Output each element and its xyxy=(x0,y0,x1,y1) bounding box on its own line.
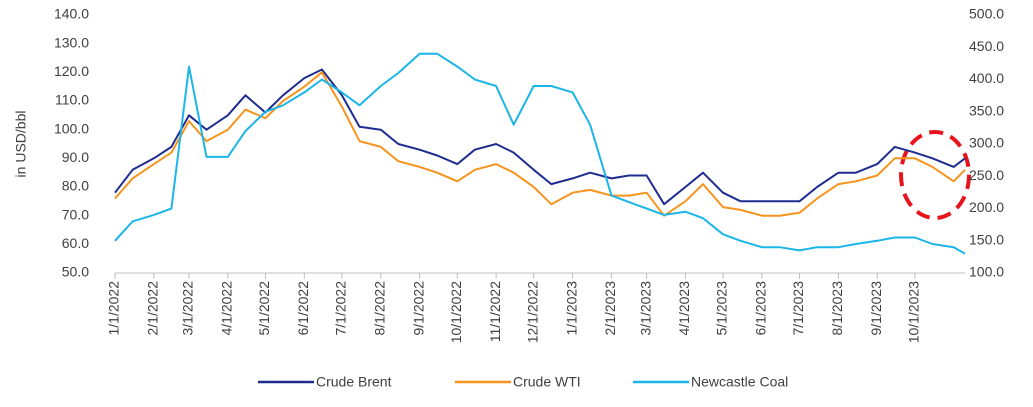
x-tick-label: 12/1/2022 xyxy=(524,281,540,343)
y-tick-label: 80.0 xyxy=(62,178,89,194)
y-tick-label: 100.0 xyxy=(54,120,89,136)
x-tick-label: 10/1/2023 xyxy=(906,281,922,343)
series-line xyxy=(114,68,966,206)
x-tick-label: 2/1/2022 xyxy=(145,281,161,336)
x-tick-label: 3/1/2022 xyxy=(180,281,196,336)
y2-tick-label: 250.0 xyxy=(969,167,1004,183)
x-tick-label: 5/1/2022 xyxy=(256,281,272,336)
y2-tick-label: 450.0 xyxy=(969,38,1004,54)
legend-label: Newcastle Coal xyxy=(691,374,788,390)
x-tick-label: 7/1/2022 xyxy=(333,281,349,336)
y2-tick-label: 100.0 xyxy=(969,264,1004,280)
y-tick-label: 140.0 xyxy=(54,6,89,22)
y-tick-label: 50.0 xyxy=(62,264,89,280)
x-tick-label: 3/1/2023 xyxy=(637,281,653,336)
y-axis-label: in USD/bbl xyxy=(13,111,29,178)
y2-tick-label: 500.0 xyxy=(969,6,1004,22)
x-tick-label: 8/1/2022 xyxy=(371,281,387,336)
y2-tick-label: 200.0 xyxy=(969,199,1004,215)
x-tick-label: 4/1/2022 xyxy=(219,281,235,336)
y-tick-label: 110.0 xyxy=(55,92,89,108)
y2-tick-label: 300.0 xyxy=(969,135,1004,151)
highlight-circle xyxy=(899,130,971,220)
x-tick-label: 2/1/2023 xyxy=(602,281,618,336)
y-tick-label: 120.0 xyxy=(54,63,89,79)
y-tick-label: 90.0 xyxy=(62,149,89,165)
x-tick-label: 6/1/2023 xyxy=(753,281,769,336)
x-tick-label: 9/1/2023 xyxy=(868,281,884,336)
x-tick-label: 7/1/2023 xyxy=(790,281,806,336)
x-tick-label: 6/1/2022 xyxy=(295,281,311,336)
x-tick-label: 9/1/2022 xyxy=(410,281,426,336)
y-tick-label: 130.0 xyxy=(54,34,89,50)
x-tick-label: 5/1/2023 xyxy=(714,281,730,336)
x-tick-label: 10/1/2022 xyxy=(448,281,464,343)
y2-tick-label: 400.0 xyxy=(969,70,1004,86)
y-tick-label: 60.0 xyxy=(62,235,89,251)
series-line xyxy=(114,52,966,255)
x-tick-label: 11/1/2022 xyxy=(487,281,503,342)
x-tick-label: 8/1/2023 xyxy=(829,281,845,336)
legend-label: Crude WTI xyxy=(513,374,581,390)
x-tick-label: 1/1/2023 xyxy=(563,281,579,336)
series-line xyxy=(114,71,966,217)
y2-tick-label: 150.0 xyxy=(969,231,1004,247)
y2-tick-label: 350.0 xyxy=(969,102,1004,118)
legend-label: Crude Brent xyxy=(316,374,392,390)
x-tick-label: 4/1/2023 xyxy=(676,281,692,336)
y-tick-label: 70.0 xyxy=(62,206,89,222)
x-tick-label: 1/1/2022 xyxy=(106,281,122,336)
